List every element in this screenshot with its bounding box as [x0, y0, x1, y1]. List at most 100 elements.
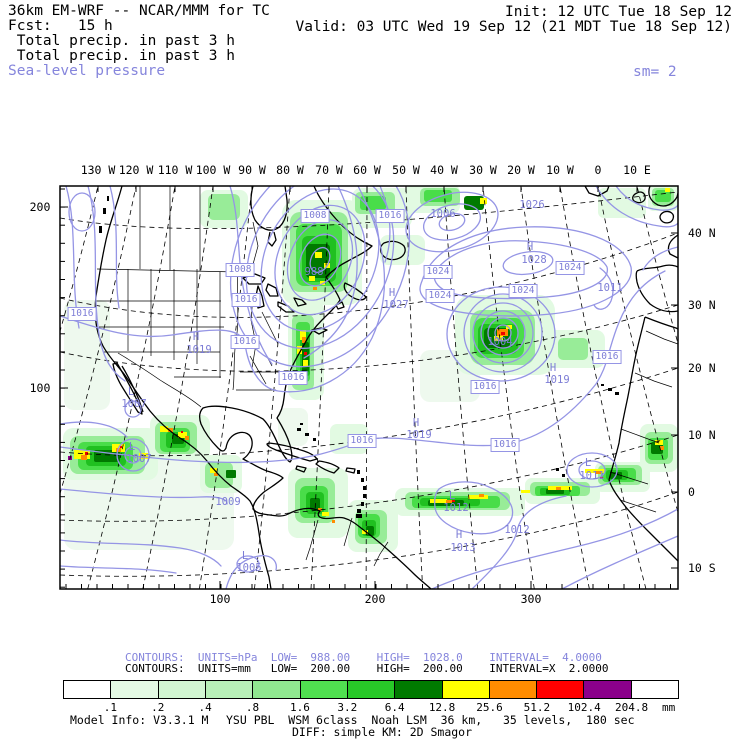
colorbar-cell: [347, 681, 396, 698]
contour-value-box: 1024: [555, 261, 585, 275]
contour-value-box: 1024: [508, 284, 538, 298]
grid-x-label: 200: [364, 592, 386, 606]
field-line-1: Total precip. in past 3 h: [8, 33, 235, 49]
contour-value-box: 1016: [490, 438, 520, 452]
lon-tick-label: 130 W: [80, 163, 116, 177]
colorbar-boundary-label: 204.8: [615, 701, 649, 714]
pressure-center-label: 1011: [597, 282, 623, 294]
pressure-center-label: 1026: [519, 199, 545, 211]
pressure-center-label: L: [128, 441, 136, 453]
colorbar-boundary-label: .2: [151, 701, 165, 714]
lon-tick-label: 120 W: [118, 163, 154, 177]
lat-tick-label: 0: [688, 485, 695, 499]
pressure-center-label: 1019: [544, 374, 570, 386]
colorbar-cell: [300, 681, 348, 698]
field-line-3: Sea-level pressure: [8, 63, 166, 79]
colorbar-cell: [395, 681, 443, 698]
grid-x-label: 100: [209, 592, 231, 606]
lon-tick-label: 50 W: [392, 163, 420, 177]
contour-value-box: 1016: [278, 371, 308, 385]
lat-tick-label: 10 N: [688, 428, 716, 442]
pressure-center-label: H: [192, 331, 200, 343]
contour-value-box: 1016: [470, 380, 500, 394]
colorbar-boundary-label: 12.8: [428, 701, 456, 714]
forecast-hour: Fcst: 15 h: [8, 18, 113, 34]
colorbar-boundary-label: 51.2: [523, 701, 551, 714]
pressure-center-label: L: [584, 457, 592, 469]
pressure-center-label: L: [127, 386, 135, 398]
colorbar-cell: [158, 681, 206, 698]
pressure-center-label: 1019: [406, 429, 432, 441]
contour-value-box: 1016: [230, 335, 260, 349]
lat-tick-label: 30 N: [688, 298, 716, 312]
colorbar-boundary-label: 25.6: [476, 701, 503, 714]
lon-tick-label: 10 E: [623, 163, 651, 177]
lon-tick-label: 30 W: [469, 163, 497, 177]
grid-x-label: 300: [520, 592, 542, 606]
valid-time: Valid: 03 UTC Wed 19 Sep 12 (21 MDT Tue …: [295, 19, 733, 35]
model-version: Model Info: V3.3.1 M: [70, 713, 209, 727]
pressure-center-label: 1028: [521, 254, 547, 266]
pressure-center-label: 1012: [504, 524, 530, 536]
pressure-center-label: 1007: [126, 453, 152, 465]
pressure-center-label: 988: [304, 266, 324, 278]
precip-red: [85, 332, 603, 502]
contour-value-box: 1024: [425, 289, 455, 303]
pressure-center-label: 1012: [443, 502, 469, 514]
pressure-center-label: L: [241, 550, 249, 562]
coastlines: [94, 186, 678, 589]
pressure-center-label: 1009: [215, 496, 241, 508]
colorbar-boundary-label: 1.6: [289, 701, 310, 714]
colorbar-boundary-label: .8: [245, 701, 260, 714]
pressure-center-label: 1007: [121, 398, 147, 410]
page-title: 36km EM-WRF -- NCAR/MMM for TC: [8, 3, 270, 19]
axis-ticks: [60, 186, 678, 589]
pressure-center-label: 1011: [579, 470, 605, 482]
lat-tick-label: 20 N: [688, 361, 716, 375]
colorbar-unit: mm: [662, 701, 676, 714]
lon-tick-label: 110 W: [157, 163, 193, 177]
latlon-graticule: [60, 191, 678, 577]
lat-tick-label: 40 N: [688, 226, 716, 240]
contour-value-box: 1008: [225, 263, 255, 277]
smoothing-note: sm= 2: [633, 64, 677, 80]
colorbar-cell: [64, 681, 112, 698]
header-block: 36km EM-WRF -- NCAR/MMM for TC Fcst: 15 …: [8, 4, 270, 79]
pressure-center-label: H: [526, 241, 534, 253]
colorbar-cell: [537, 681, 585, 698]
colorbar-boundary-label: 3.2: [337, 701, 358, 714]
model-diffusion: DIFF: simple KM: 2D Smagor: [292, 725, 473, 739]
colorbar-cell: [584, 681, 632, 698]
lon-tick-label: 70 W: [315, 163, 343, 177]
colorbar-cell: [205, 681, 254, 698]
lon-tick-label: 60 W: [353, 163, 381, 177]
contour-value-box: 1024: [423, 265, 453, 279]
lon-tick-label: 100 W: [195, 163, 231, 177]
init-time: Init: 12 UTC Tue 18 Sep 12: [505, 4, 732, 20]
pressure-center-label: 1006: [430, 208, 456, 220]
pressure-center-label: 1004: [487, 336, 513, 348]
contour-value-box: 1008: [300, 209, 330, 223]
precip-colorbar: [63, 680, 679, 699]
lon-tick-label: 0: [594, 163, 602, 177]
pressure-center-label: H: [388, 287, 396, 299]
contour-value-box: 1016: [592, 350, 622, 364]
lon-tick-label: 10 W: [546, 163, 574, 177]
lon-tick-label: 80 W: [276, 163, 304, 177]
pressure-center-label: H: [412, 417, 420, 429]
colorbar-cell: [111, 681, 159, 698]
contour-value-box: 1016: [231, 293, 261, 307]
grid-y-label: 100: [29, 381, 51, 395]
contour-legend-mm: CONTOURS: UNITS=mm LOW= 200.00 HIGH= 200…: [125, 662, 609, 675]
field-line-2: Total precip. in past 3 h: [8, 48, 235, 64]
contour-value-box: 1016: [347, 434, 377, 448]
grid-y-label: 200: [29, 200, 51, 214]
lon-tick-label: 40 W: [430, 163, 458, 177]
pressure-contours: [60, 186, 678, 589]
colorbar-cell: [489, 681, 538, 698]
lon-tick-label: 90 W: [238, 163, 266, 177]
state-borders: [96, 186, 678, 567]
contour-value-box: 1016: [375, 209, 405, 223]
colorbar-boundary-label: .4: [198, 701, 212, 714]
